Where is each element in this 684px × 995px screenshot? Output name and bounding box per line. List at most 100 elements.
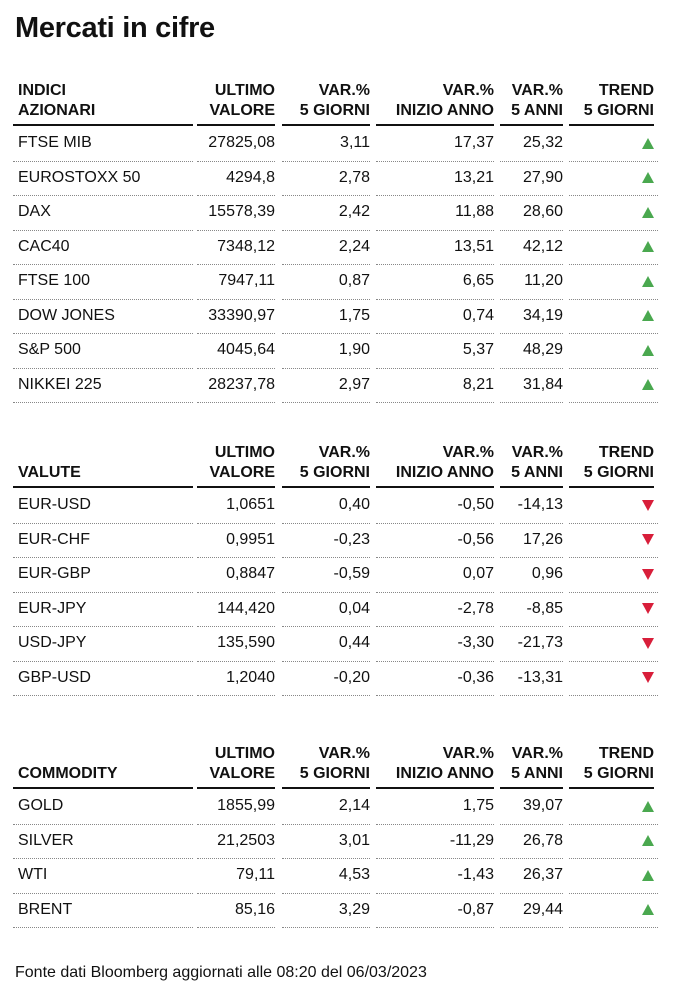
cell-last-value: 21,2503 xyxy=(197,824,275,859)
down-arrow-icon xyxy=(642,534,654,546)
cell-var-ytd: 8,21 xyxy=(376,368,494,403)
header-line: 5 GIORNI xyxy=(583,765,654,782)
cell-var-5-years: 29,44 xyxy=(500,893,563,928)
header-var-5-years: VAR.% 5 ANNI xyxy=(500,81,563,126)
table-header: COMMODITY ULTIMO VALORE VAR.% 5 GIORNI VAR.% I… xyxy=(13,745,659,789)
table-header: INDICI AZIONARI ULTIMO VALORE VAR.% 5 GIORNI V… xyxy=(13,82,659,126)
table-row: DOW JONES 33390,97 1,75 0,74 34,19 xyxy=(13,299,659,334)
down-arrow-icon xyxy=(642,672,654,684)
cell-last-value: 135,590 xyxy=(197,626,275,662)
header-trend-5-days: TREND 5 GIORNI xyxy=(569,81,654,126)
cell-var-5-years: 26,37 xyxy=(500,858,563,894)
up-arrow-icon xyxy=(642,800,654,812)
cell-var-5-years: -21,73 xyxy=(500,626,563,662)
cell-name: USD-JPY xyxy=(13,626,193,662)
table-row: SILVER 21,2503 3,01 -11,29 26,78 xyxy=(13,824,659,859)
cell-trend-5-days xyxy=(569,333,658,369)
cell-var-5-years: 26,78 xyxy=(500,824,563,859)
cell-trend-5-days xyxy=(569,195,658,231)
cell-name: DOW JONES xyxy=(13,299,193,334)
cell-name: EUR-JPY xyxy=(13,592,193,627)
cell-var-5-days: 1,75 xyxy=(282,299,370,334)
cell-last-value: 144,420 xyxy=(197,592,275,627)
table-row: EUR-CHF 0,9951 -0,23 -0,56 17,26 xyxy=(13,523,659,558)
header-line: ULTIMO xyxy=(214,444,275,461)
up-arrow-icon xyxy=(642,904,654,916)
cell-var-ytd: 1,75 xyxy=(376,789,494,825)
cell-name: NIKKEI 225 xyxy=(13,368,193,403)
header-line: VAR.% xyxy=(511,444,563,461)
table-row: GBP-USD 1,2040 -0,20 -0,36 -13,31 xyxy=(13,661,659,696)
table-row: S&P 500 4045,64 1,90 5,37 48,29 xyxy=(13,333,659,369)
up-arrow-icon xyxy=(642,379,654,391)
cell-var-5-years: 28,60 xyxy=(500,195,563,231)
header-var-ytd: VAR.% INIZIO ANNO xyxy=(376,443,494,488)
cell-name: SILVER xyxy=(13,824,193,859)
cell-var-5-days: -0,59 xyxy=(282,557,370,593)
header-line: TREND xyxy=(598,745,654,762)
header-line: TREND xyxy=(598,82,654,99)
cell-var-5-years: -8,85 xyxy=(500,592,563,627)
cell-name: FTSE MIB xyxy=(13,126,193,162)
header-var-5-days: VAR.% 5 GIORNI xyxy=(282,443,370,488)
cell-var-5-days: 3,29 xyxy=(282,893,370,928)
cell-var-5-days: -0,20 xyxy=(282,661,370,696)
cell-var-5-days: 0,87 xyxy=(282,264,370,300)
cell-var-5-years: 31,84 xyxy=(500,368,563,403)
up-arrow-icon xyxy=(642,344,654,356)
cell-var-5-days: 2,78 xyxy=(282,161,370,196)
page-title: Mercati in cifre xyxy=(15,12,215,44)
cell-trend-5-days xyxy=(569,592,658,627)
cell-last-value: 1,0651 xyxy=(197,488,275,524)
cell-var-5-days: -0,23 xyxy=(282,523,370,558)
down-arrow-icon xyxy=(642,568,654,580)
header-line: AZIONARI xyxy=(18,102,96,119)
header-name: INDICI AZIONARI xyxy=(13,81,193,126)
cell-name: EUR-GBP xyxy=(13,557,193,593)
cell-var-ytd: 11,88 xyxy=(376,195,494,231)
header-line: VALUTE xyxy=(18,464,81,481)
section-indici-azionari: INDICI AZIONARI ULTIMO VALORE VAR.% 5 GIORNI V… xyxy=(13,82,659,403)
header-line: 5 GIORNI xyxy=(299,765,370,782)
cell-last-value: 27825,08 xyxy=(197,126,275,162)
cell-var-5-days: 4,53 xyxy=(282,858,370,894)
header-line: VAR.% xyxy=(318,745,370,762)
cell-last-value: 7947,11 xyxy=(197,264,275,300)
cell-last-value: 33390,97 xyxy=(197,299,275,334)
cell-last-value: 1,2040 xyxy=(197,661,275,696)
header-var-5-years: VAR.% 5 ANNI xyxy=(500,443,563,488)
cell-name: GBP-USD xyxy=(13,661,193,696)
cell-var-5-days: 1,90 xyxy=(282,333,370,369)
cell-trend-5-days xyxy=(569,126,658,162)
header-line: INDICI xyxy=(18,82,66,99)
header-name: COMMODITY xyxy=(13,744,193,789)
cell-var-ytd: -0,87 xyxy=(376,893,494,928)
section-valute: VALUTE ULTIMO VALORE VAR.% 5 GIORNI VAR.% INIZ… xyxy=(13,444,659,696)
cell-trend-5-days xyxy=(569,661,658,696)
cell-last-value: 4045,64 xyxy=(197,333,275,369)
cell-var-5-days: 3,01 xyxy=(282,824,370,859)
header-line: ULTIMO xyxy=(214,745,275,762)
cell-trend-5-days xyxy=(569,161,658,196)
header-line: VAR.% xyxy=(318,82,370,99)
up-arrow-icon xyxy=(642,137,654,149)
table-row: CAC40 7348,12 2,24 13,51 42,12 xyxy=(13,230,659,265)
header-trend-5-days: TREND 5 GIORNI xyxy=(569,744,654,789)
table-header: VALUTE ULTIMO VALORE VAR.% 5 GIORNI VAR.% INIZ… xyxy=(13,444,659,488)
cell-last-value: 85,16 xyxy=(197,893,275,928)
header-line: 5 GIORNI xyxy=(583,102,654,119)
cell-var-ytd: 17,37 xyxy=(376,126,494,162)
table-row: USD-JPY 135,590 0,44 -3,30 -21,73 xyxy=(13,626,659,662)
header-line: 5 ANNI xyxy=(511,102,563,119)
header-line: INIZIO ANNO xyxy=(395,464,494,481)
header-trend-5-days: TREND 5 GIORNI xyxy=(569,443,654,488)
header-line: ULTIMO xyxy=(214,82,275,99)
cell-var-5-years: -14,13 xyxy=(500,488,563,524)
header-var-5-years: VAR.% 5 ANNI xyxy=(500,744,563,789)
header-var-5-days: VAR.% 5 GIORNI xyxy=(282,81,370,126)
cell-var-5-days: 2,24 xyxy=(282,230,370,265)
header-line: VAR.% xyxy=(442,745,494,762)
cell-var-ytd: 5,37 xyxy=(376,333,494,369)
cell-name: EUR-CHF xyxy=(13,523,193,558)
cell-var-5-years: 48,29 xyxy=(500,333,563,369)
